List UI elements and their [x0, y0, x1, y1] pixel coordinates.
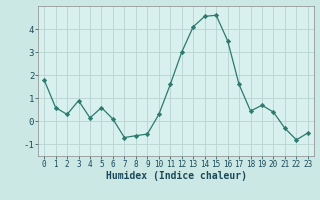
- X-axis label: Humidex (Indice chaleur): Humidex (Indice chaleur): [106, 171, 246, 181]
